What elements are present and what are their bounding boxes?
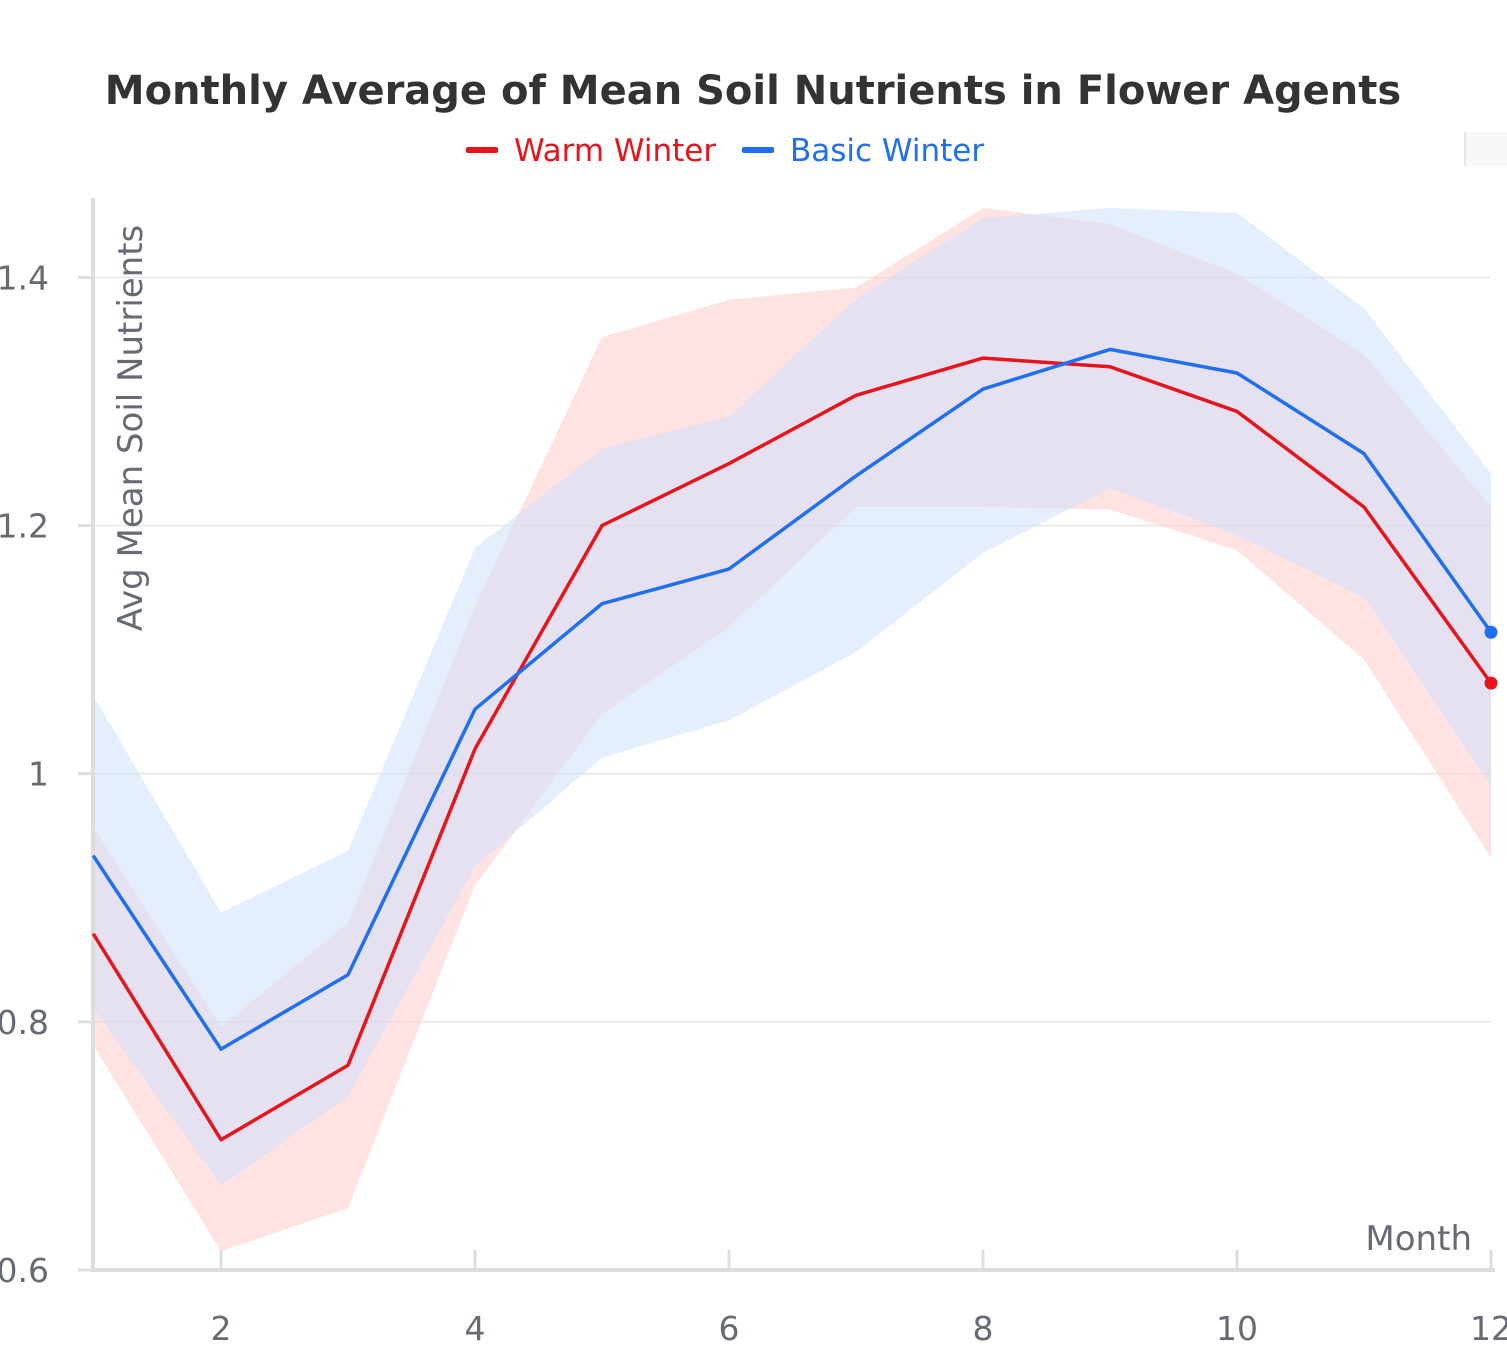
x-tick-label: 4: [465, 1309, 486, 1348]
x-axis-label: Month: [1365, 1219, 1472, 1259]
x-tick-label: 10: [1216, 1309, 1258, 1348]
end-point-warm-winter[interactable]: [1484, 676, 1498, 690]
x-tick-label: 8: [973, 1309, 994, 1348]
x-tick-label: 2: [211, 1309, 232, 1348]
y-tick-label: 1.2: [0, 507, 49, 546]
corner-widget: [1464, 132, 1507, 166]
legend-swatch-basic-winter: [742, 147, 774, 153]
y-tick-label: 0.8: [0, 1003, 49, 1042]
legend-swatch-warm-winter: [466, 147, 498, 153]
y-tick-label: 1: [28, 755, 49, 794]
y-tick-label: 1.4: [0, 258, 49, 297]
legend: Warm Winter Basic Winter: [466, 133, 984, 169]
legend-label-basic-winter: Basic Winter: [790, 133, 984, 169]
line-basic-winter[interactable]: [92, 347, 1493, 1051]
x-tick-label: 6: [719, 1309, 740, 1348]
y-tick-label: 0.6: [0, 1251, 49, 1290]
band-basic-winter: [94, 207, 1491, 1186]
x-tick-label: 12: [1470, 1309, 1507, 1348]
axes: [91, 198, 1495, 1272]
line-warm-winter[interactable]: [92, 356, 1493, 1142]
legend-item-warm-winter[interactable]: Warm Winter: [466, 133, 716, 169]
series-lines: [92, 347, 1498, 1142]
end-point-basic-winter[interactable]: [1484, 625, 1498, 639]
y-axis-label: Avg Mean Soil Nutrients: [111, 225, 151, 632]
tick-labels: 0.6 0.8 1 1.2 1.4 2 4 6 8 10 12: [0, 258, 1507, 1348]
chart-title: Monthly Average of Mean Soil Nutrients i…: [105, 68, 1401, 114]
legend-item-basic-winter[interactable]: Basic Winter: [742, 133, 984, 169]
confidence-bands: [94, 207, 1491, 1252]
legend-label-warm-winter: Warm Winter: [514, 133, 716, 169]
